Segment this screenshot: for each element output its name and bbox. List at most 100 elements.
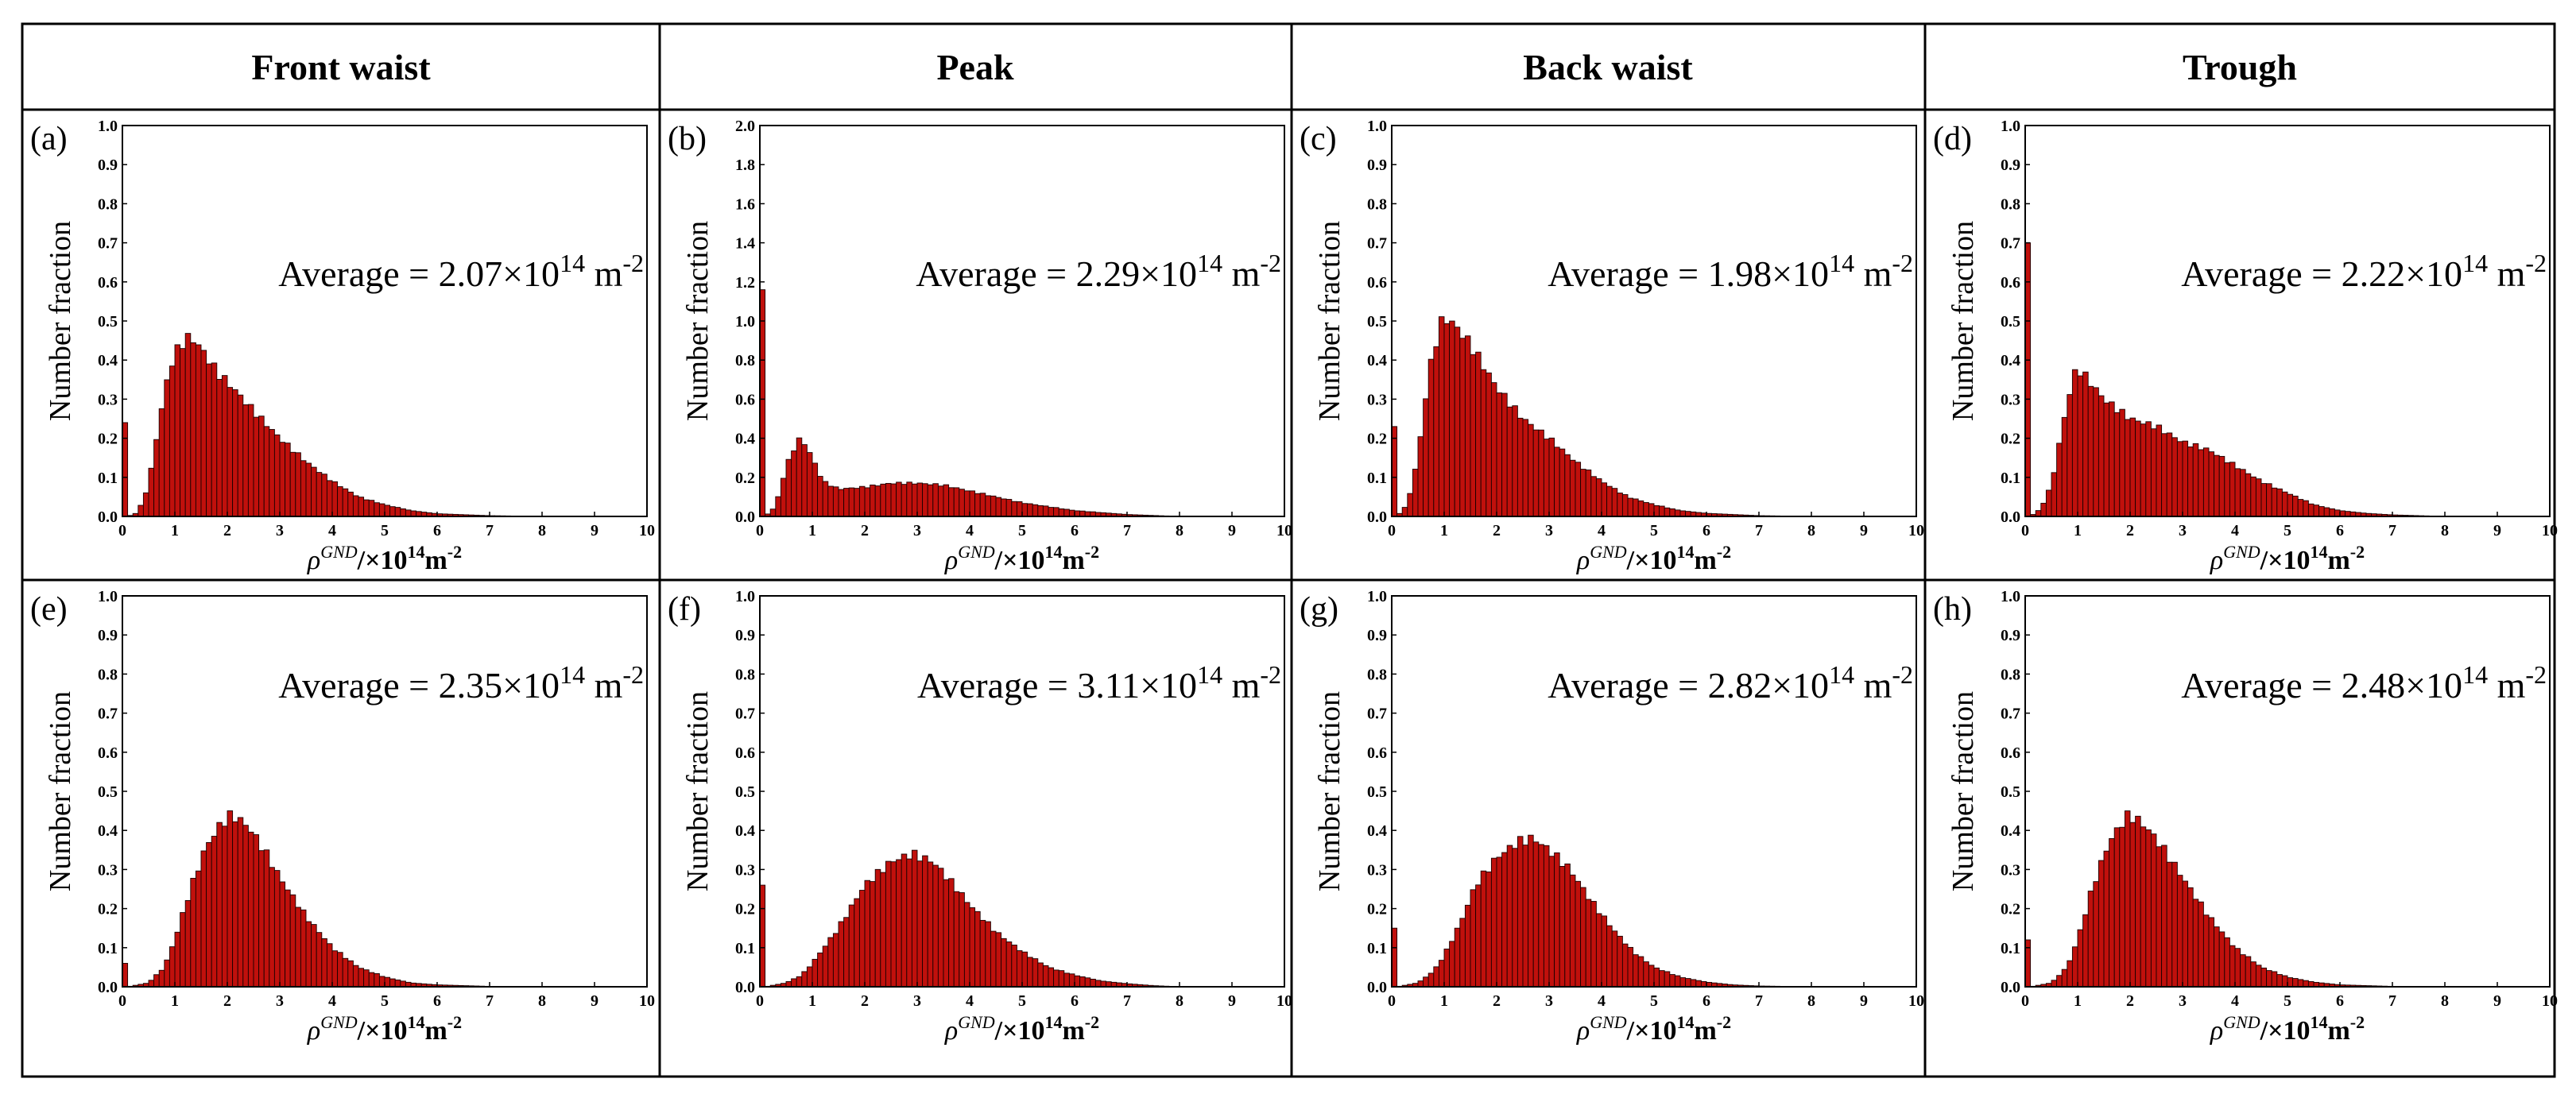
bar [2161, 433, 2167, 517]
bar [400, 980, 406, 988]
y-tick-label: 0.1 [98, 940, 118, 957]
bar [378, 976, 385, 988]
bar [1433, 346, 1439, 517]
average-annotation: Average = 2.29×1014 m-2 [916, 249, 1281, 294]
bar [2229, 462, 2236, 517]
bar [184, 333, 192, 517]
y-tick-label: 1.0 [2001, 118, 2020, 135]
bar [285, 443, 291, 517]
bar [195, 870, 202, 988]
bar [2067, 394, 2073, 517]
bar [937, 868, 944, 988]
bar [1021, 503, 1028, 517]
bar [1427, 972, 1435, 988]
bar [153, 439, 160, 517]
bar [2202, 914, 2210, 988]
x-axis-label: ρGND/×1014m-2 [2210, 542, 2365, 575]
bar [974, 493, 981, 517]
x-tick-label: 10 [1276, 522, 1292, 539]
y-tick-label: 0.1 [1367, 470, 1387, 487]
bar [1501, 852, 1508, 988]
x-tick-label: 2 [861, 992, 869, 1010]
x-tick-label: 1 [808, 522, 816, 539]
y-tick-label: 0.0 [735, 979, 755, 996]
bar [2292, 495, 2299, 517]
bar [1032, 504, 1039, 517]
y-tick-label: 0.4 [2001, 822, 2020, 840]
bar [1063, 972, 1070, 988]
bar [164, 959, 170, 988]
y-tick-label: 1.6 [735, 195, 755, 213]
bar [1016, 501, 1023, 517]
bar [263, 849, 270, 988]
bar [1590, 901, 1597, 988]
x-tick-label: 2 [861, 522, 869, 539]
bar [279, 881, 286, 988]
x-axis-label: ρGND/×1014m-2 [1576, 542, 1731, 575]
x-tick-label: 8 [1176, 522, 1183, 539]
bar [174, 344, 181, 517]
bar [2255, 478, 2262, 517]
bar [1580, 887, 1586, 988]
bar [922, 483, 928, 517]
bar [974, 910, 981, 988]
panel-label: (e) [30, 591, 68, 628]
bar [273, 870, 281, 988]
bar [2082, 914, 2089, 988]
bar [822, 945, 829, 988]
x-tick-label: 0 [1388, 992, 1396, 1010]
bar [1585, 470, 1592, 517]
y-tick-label: 0.5 [1367, 313, 1387, 331]
bar [368, 972, 375, 988]
bar [1449, 320, 1455, 517]
bar [1454, 927, 1461, 988]
bar [775, 496, 781, 517]
bar [1475, 884, 1482, 988]
bar [963, 490, 970, 517]
bar [216, 822, 223, 988]
y-tick-label: 0.8 [2001, 195, 2020, 213]
bar [2313, 505, 2320, 517]
bar [2307, 503, 2315, 517]
bar [1011, 501, 1017, 517]
bar [1548, 437, 1555, 517]
bar [1575, 880, 1582, 988]
bar [2045, 489, 2052, 517]
bar [363, 499, 370, 517]
bar [1617, 493, 1623, 517]
bar [1027, 503, 1033, 517]
bar [990, 930, 997, 988]
bar [854, 898, 860, 988]
bar [2176, 441, 2183, 517]
bar [1079, 510, 1086, 517]
panel-c: 0.0 0.1 0.2 0.3 0.4 0.5 0.6 0.7 0.8 0.9 1.0 0 1 2 3 4 5 6… [1300, 118, 1924, 575]
y-tick-label: 0.4 [2001, 352, 2020, 369]
histogram-bars [122, 810, 543, 988]
average-annotation: Average = 2.22×1014 m-2 [2181, 249, 2547, 294]
bar [169, 946, 176, 988]
y-tick-label: 0.8 [1367, 666, 1387, 683]
bar [2218, 455, 2225, 517]
panel-b: 0.0 0.2 0.4 0.6 0.8 1.0 1.2 1.4 1.6 1.8 2.0 0 1 2 3 4 5 6… [668, 118, 1292, 575]
bar [389, 506, 396, 517]
bar [2119, 408, 2125, 517]
bar [1068, 973, 1075, 988]
y-tick-label: 0.5 [735, 783, 755, 801]
bar [285, 889, 291, 988]
x-tick-label: 10 [2542, 992, 2558, 1010]
bar [279, 442, 286, 517]
bar [885, 860, 892, 988]
bar [969, 907, 976, 988]
y-tick-label: 0.9 [1367, 157, 1387, 174]
bar [2087, 891, 2094, 988]
bar [2161, 845, 2167, 988]
bar [232, 389, 238, 517]
bar [1490, 857, 1497, 988]
x-tick-label: 4 [2231, 522, 2239, 539]
y-axis-label: Number fraction [44, 221, 77, 421]
x-tick-label: 0 [2021, 992, 2029, 1010]
bar [2266, 970, 2272, 988]
bar [791, 450, 797, 517]
y-tick-label: 0.0 [98, 979, 118, 996]
bar [848, 904, 855, 988]
